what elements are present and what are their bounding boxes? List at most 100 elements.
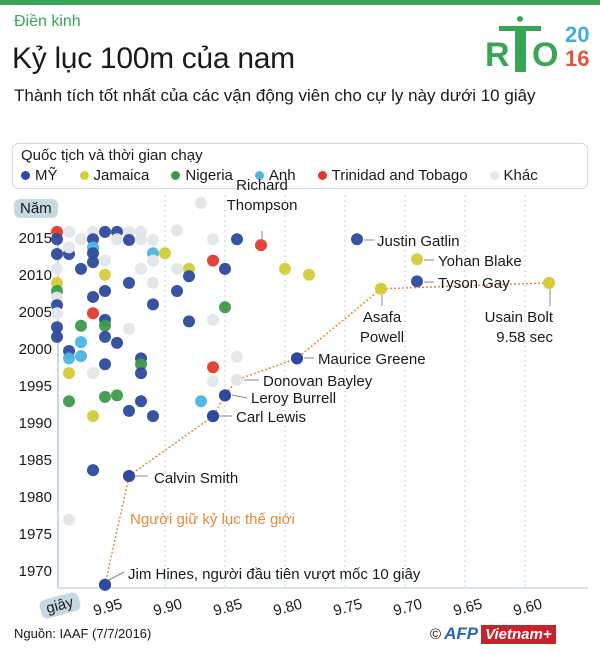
legend-label: MỸ: [35, 167, 58, 184]
legend-label: Khác: [503, 167, 538, 184]
data-point-us: [87, 464, 99, 477]
data-point-us: [135, 395, 147, 408]
record-holder-point: [231, 373, 243, 386]
data-point-us: [123, 233, 135, 246]
annotation-leader-line: [108, 571, 125, 581]
y-tick-label: 2005: [19, 304, 52, 321]
x-tick-label: 9.70: [392, 596, 425, 620]
data-point-oth: [51, 307, 63, 320]
data-point-us: [99, 330, 111, 343]
page-subtitle: Thành tích tốt nhất của các vận động viê…: [14, 86, 536, 105]
data-point-oth: [111, 233, 123, 246]
legend-label: Trinidad and Tobago: [331, 167, 468, 184]
data-point-jam: [99, 268, 111, 281]
legend-label: Nigeria: [185, 167, 233, 184]
record-holder-point: [123, 470, 135, 483]
x-tick-label: 9.95: [92, 596, 125, 620]
data-point-oth: [195, 196, 207, 209]
record-holder-point: [375, 282, 387, 295]
record-line-label: Người giữ kỷ lục thế giới: [130, 511, 295, 528]
data-point-oth: [135, 233, 147, 246]
rio-2016-logo: R O 20 16: [485, 16, 589, 74]
legend-item-us: MỸ: [21, 167, 58, 184]
legend-swatch: [254, 171, 264, 180]
annotation-label: Richard: [236, 177, 288, 194]
legend-items: MỸ Jamaica Nigeria Anh Trinidad and Tobago Kh…: [21, 167, 560, 184]
legend-item-jam: Jamaica: [79, 167, 150, 184]
data-point-oth: [147, 233, 159, 246]
annotation-leader-line: [231, 394, 248, 399]
data-point-oth: [207, 233, 219, 246]
record-holder-point: [291, 352, 303, 365]
data-point-us: [183, 270, 195, 283]
page-title: Kỷ lục 100m của nam: [12, 42, 295, 75]
data-point-us: [351, 233, 363, 246]
vietnamplus-logo: Vietnam+: [481, 624, 556, 644]
y-axis-label: Năm: [14, 199, 58, 218]
data-point-ngr: [99, 390, 111, 403]
data-point-oth: [135, 262, 147, 275]
annotation-label: Yohan Blake: [438, 253, 522, 270]
annotation-label: Asafa: [363, 309, 402, 326]
data-point-ngr: [75, 319, 87, 332]
data-point-jam: [87, 410, 99, 423]
legend-label: Jamaica: [93, 167, 150, 184]
data-point-tto: [207, 254, 219, 267]
data-point-oth: [63, 513, 75, 526]
legend-swatch: [317, 171, 327, 180]
data-point-us: [231, 233, 243, 246]
annotation-label: Maurice Greene: [318, 351, 426, 368]
x-tick-label: 9.90: [152, 596, 185, 620]
data-point-ngr: [135, 358, 147, 371]
annotation-label: Carl Lewis: [236, 409, 306, 426]
x-tick-label: 9.75: [332, 596, 365, 620]
data-point-oth: [147, 276, 159, 289]
data-point-us: [219, 262, 231, 275]
logo-letter-o: O: [532, 36, 558, 74]
data-point-us: [51, 248, 63, 261]
credit: © AFP Vietnam+: [430, 624, 556, 644]
x-tick-label: 9.60: [512, 596, 545, 620]
legend-item-oth: Khác: [489, 167, 538, 184]
annotation-label: Powell: [360, 329, 404, 346]
data-point-oth: [123, 322, 135, 335]
data-point-jam: [279, 262, 291, 275]
legend-label: Anh: [268, 167, 296, 184]
legend-item-ngr: Nigeria: [171, 167, 233, 184]
data-point-gbr: [195, 395, 207, 408]
afp-logo: AFP: [444, 624, 479, 643]
data-point-oth: [51, 262, 63, 275]
data-point-oth: [75, 233, 87, 246]
logo-year-top: 20: [565, 22, 589, 47]
y-tick-label: 1990: [19, 415, 52, 432]
data-point-oth: [147, 254, 159, 267]
annotation-label: Calvin Smith: [154, 470, 238, 487]
legend-swatch: [171, 171, 181, 180]
annotation-label: Justin Gatlin: [377, 233, 460, 250]
data-point-tto: [207, 361, 219, 374]
data-point-oth: [63, 241, 75, 254]
x-tick-label: 9.85: [212, 596, 245, 620]
y-tick-label: 1985: [19, 452, 52, 469]
data-point-oth: [207, 375, 219, 388]
data-point-us: [147, 410, 159, 423]
annotation-label: 9.58 sec: [496, 329, 553, 346]
data-point-gbr: [75, 336, 87, 349]
data-point-us: [123, 404, 135, 417]
legend-title: Quốc tịch và thời gian chạy: [21, 147, 203, 164]
y-tick-label: 1975: [19, 526, 52, 543]
y-tick-label: 1980: [19, 489, 52, 506]
section-kicker: Điền kinh: [14, 13, 81, 30]
y-tick-label: 2000: [19, 341, 52, 358]
data-point-us: [87, 290, 99, 303]
record-holder-point: [207, 410, 219, 423]
data-point-ngr: [111, 389, 123, 402]
legend-swatch: [79, 171, 89, 180]
annotation-label: Tyson Gay: [438, 275, 510, 292]
data-point-oth: [207, 313, 219, 326]
data-point-us: [51, 233, 63, 246]
data-point-jam: [63, 367, 75, 380]
x-tick-label: 9.80: [272, 596, 305, 620]
